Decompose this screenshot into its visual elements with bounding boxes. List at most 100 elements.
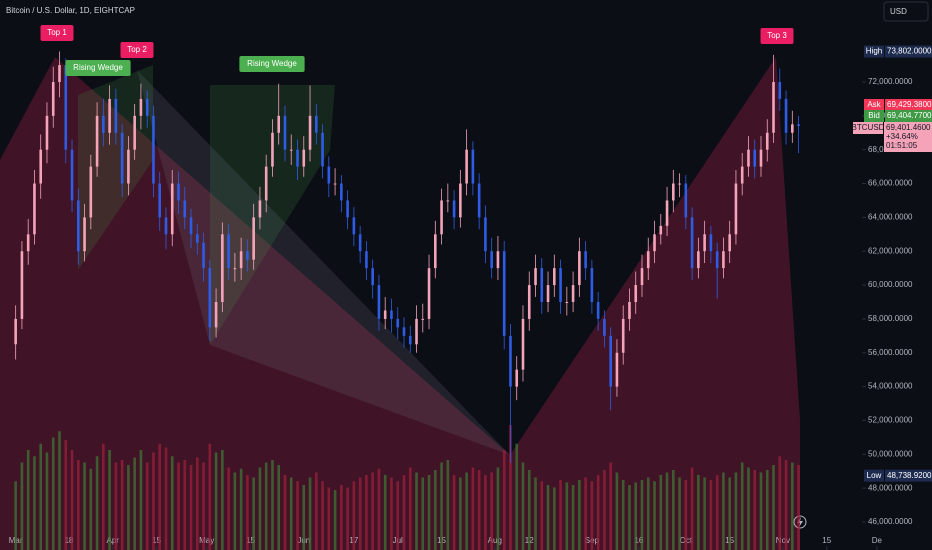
candle-body bbox=[26, 234, 30, 252]
price-tag-text: 69,429.3800 bbox=[887, 100, 932, 109]
price-tag bbox=[885, 99, 932, 111]
volume-bar bbox=[521, 462, 525, 550]
candle-body bbox=[546, 285, 550, 302]
candle-body bbox=[521, 318, 525, 370]
volume-bar bbox=[145, 462, 149, 550]
candle-body bbox=[377, 285, 381, 319]
volume-bar bbox=[515, 443, 519, 550]
annotation-box bbox=[65, 60, 131, 76]
candle-body bbox=[127, 149, 130, 184]
candle-body bbox=[653, 234, 656, 252]
candle-body bbox=[64, 65, 68, 150]
volume-bar bbox=[490, 472, 493, 550]
volume-bar bbox=[509, 425, 512, 550]
candle-body bbox=[408, 335, 412, 345]
volume-bar bbox=[784, 460, 788, 550]
currency-button[interactable] bbox=[883, 1, 929, 22]
candle-body bbox=[365, 251, 368, 269]
price-tag bbox=[885, 45, 932, 58]
volume-bar bbox=[83, 462, 86, 550]
volume-bar bbox=[646, 477, 650, 550]
candle-body bbox=[791, 124, 794, 133]
volume-bar bbox=[703, 477, 706, 550]
volume-bar bbox=[302, 485, 306, 550]
volume-bar bbox=[765, 470, 769, 550]
volume-bar bbox=[127, 465, 130, 550]
price-axis-panel bbox=[862, 0, 932, 550]
last-change: +34.64% bbox=[886, 132, 918, 141]
volume-bar bbox=[76, 460, 80, 550]
candle-body bbox=[352, 217, 356, 235]
candle-body bbox=[390, 310, 393, 319]
volume-bar bbox=[108, 450, 111, 550]
candle-body bbox=[590, 268, 594, 302]
volume-bar bbox=[584, 477, 587, 550]
annotation-label: Rising Wedge bbox=[73, 63, 123, 72]
candle-body bbox=[383, 310, 387, 319]
lightning-icon[interactable] bbox=[793, 515, 807, 529]
y-tick-label: 64,000.0000 bbox=[868, 212, 913, 221]
price-tag-text: 48,738.9200 bbox=[887, 471, 932, 480]
y-tick-label: 58,000.0000 bbox=[868, 314, 913, 323]
candle-body bbox=[208, 268, 212, 328]
volume-bar bbox=[296, 481, 299, 550]
annotation: Top 3 bbox=[760, 28, 794, 44]
annotation: Rising Wedge bbox=[65, 60, 131, 76]
candle-body bbox=[434, 234, 437, 269]
volume-bar bbox=[26, 450, 30, 550]
currency-label[interactable]: USD bbox=[890, 7, 907, 16]
volume-bar bbox=[227, 467, 230, 550]
volume-bar bbox=[590, 481, 594, 550]
volume-bar bbox=[672, 470, 675, 550]
annotation: Top 2 bbox=[120, 42, 154, 58]
candle-body bbox=[722, 251, 725, 269]
candle-body bbox=[634, 285, 638, 302]
candle-body bbox=[646, 251, 650, 269]
volume-bar bbox=[408, 467, 412, 550]
candle-body bbox=[440, 200, 443, 235]
candle-body bbox=[258, 200, 262, 218]
candle-body bbox=[621, 318, 625, 353]
candle-body bbox=[346, 200, 349, 218]
y-tick-label: 62,000.0000 bbox=[868, 246, 913, 255]
candle-body bbox=[603, 318, 606, 336]
annotation-label: Top 1 bbox=[47, 28, 67, 37]
candle-body bbox=[565, 301, 569, 303]
candle-body bbox=[697, 251, 700, 269]
y-tick-label: 52,000.0000 bbox=[868, 416, 913, 425]
candle-body bbox=[490, 251, 493, 269]
candle-body bbox=[114, 98, 118, 133]
candle-body bbox=[283, 115, 287, 150]
candle-body bbox=[227, 234, 230, 269]
volume-bar bbox=[383, 475, 387, 550]
candle-body bbox=[402, 327, 406, 336]
volume-bar bbox=[202, 462, 205, 550]
volume-bar bbox=[571, 485, 575, 550]
volume-bar bbox=[177, 462, 180, 550]
lightning-icon[interactable] bbox=[797, 517, 803, 527]
candle-body bbox=[446, 200, 450, 202]
volume-bar bbox=[164, 447, 168, 550]
annotation-label: Rising Wedge bbox=[247, 59, 297, 68]
candle-body bbox=[308, 115, 312, 150]
candle-body bbox=[139, 98, 143, 116]
volume-bar bbox=[214, 452, 218, 550]
candle-body bbox=[715, 251, 719, 269]
price-tag-name bbox=[864, 45, 884, 58]
candle-body bbox=[678, 183, 681, 185]
candle-body bbox=[559, 268, 562, 302]
volume-bar bbox=[634, 482, 638, 550]
volume-bar bbox=[346, 487, 349, 550]
candle-body bbox=[797, 124, 800, 126]
volume-bar bbox=[64, 440, 68, 550]
y-tick-label: 46,000.0000 bbox=[868, 517, 913, 526]
candle-body bbox=[289, 149, 293, 151]
price-tag-name bbox=[864, 99, 884, 111]
volume-bar bbox=[446, 460, 450, 550]
candle-body bbox=[89, 166, 93, 218]
volume-bar bbox=[596, 475, 600, 550]
volume-bar bbox=[102, 443, 105, 550]
x-tick-label: De bbox=[872, 536, 883, 545]
candle-body bbox=[170, 183, 174, 235]
